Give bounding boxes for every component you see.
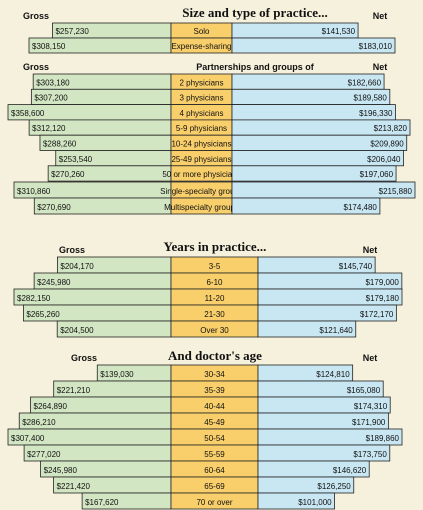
category-label: 65-69: [204, 482, 225, 491]
net-value-label: $141,530: [322, 27, 356, 36]
net-value-label: $165,080: [347, 386, 381, 395]
section-3-title: Years in practice...: [164, 239, 267, 254]
net-value-label: $101,000: [298, 498, 332, 507]
net-value-label: $209,890: [370, 140, 404, 149]
gross-value-label: $253,540: [59, 155, 93, 164]
section-0-gross-header: Gross: [23, 11, 49, 21]
net-value-label: $173,750: [353, 450, 387, 459]
net-value-label: $196,330: [359, 109, 393, 118]
gross-value-label: $221,420: [57, 482, 91, 491]
gross-value-label: $308,150: [32, 42, 66, 51]
gross-value-label: $277,020: [27, 450, 61, 459]
category-label: 10-24 physicians: [171, 140, 231, 149]
category-label: 70 or over: [196, 498, 232, 507]
gross-value-label: $307,200: [34, 94, 68, 103]
section-1-net-header: Net: [373, 62, 388, 72]
net-value-label: $179,180: [366, 294, 400, 303]
net-value-label: $171,900: [352, 418, 386, 427]
gross-value-label: $204,170: [60, 262, 94, 271]
category-label: Multispecialty groups: [164, 203, 239, 212]
category-label: 50-54: [204, 434, 225, 443]
category-label: 45-49: [204, 418, 225, 427]
net-value-label: $145,740: [339, 262, 373, 271]
section-0-title: Size and type of practice...: [182, 5, 328, 20]
gross-value-label: $312,120: [32, 124, 66, 133]
gross-value-label: $257,230: [55, 27, 89, 36]
section-1-gross-header: Gross: [23, 62, 49, 72]
net-bar: [231, 197, 381, 215]
category-label: Expense-sharing: [171, 42, 231, 51]
gross-value-label: $358,600: [11, 109, 45, 118]
gross-value-label: $270,690: [37, 203, 71, 212]
category-label: 55-59: [204, 450, 225, 459]
category-label: Solo: [193, 27, 210, 36]
net-value-label: $124,810: [316, 370, 350, 379]
category-label: Single-specialty groups: [160, 187, 243, 196]
gross-value-label: $264,890: [34, 402, 68, 411]
net-value-label: $213,820: [374, 124, 408, 133]
category-label: 11-20: [205, 294, 225, 303]
category-label: 50 or more physicians: [162, 170, 240, 179]
category-label: 3 physicians: [179, 94, 223, 103]
gross-value-label: $303,180: [36, 78, 70, 87]
gross-value-label: $288,260: [43, 140, 77, 149]
net-value-label: $206,040: [367, 155, 401, 164]
net-bar: [231, 165, 397, 182]
net-value-label: $126,250: [317, 482, 351, 491]
net-value-label: $172,170: [360, 310, 394, 319]
net-value-label: $189,580: [353, 94, 387, 103]
net-bar: [257, 492, 336, 510]
section-4-title: And doctor's age: [168, 348, 262, 363]
net-bar: [257, 320, 357, 338]
net-value-label: $189,860: [366, 434, 400, 443]
gross-value-label: $286,210: [22, 418, 56, 427]
net-bar: [231, 37, 396, 54]
net-value-label: $174,310: [354, 402, 388, 411]
section-3-gross-header: Gross: [59, 245, 85, 255]
category-label: 3-5: [209, 262, 221, 271]
section-1-title: Partnerships and groups of: [196, 62, 315, 72]
net-value-label: $179,000: [365, 278, 399, 287]
category-label: 2 physicians: [179, 78, 223, 87]
category-label: 30-34: [204, 370, 225, 379]
gross-value-label: $282,150: [17, 294, 51, 303]
gross-value-label: $270,260: [51, 170, 85, 179]
gross-value-label: $245,980: [37, 278, 71, 287]
section-4-net-header: Net: [363, 353, 378, 363]
section-0-net-header: Net: [373, 11, 388, 21]
category-label: 60-64: [204, 466, 225, 475]
category-label: Over 30: [200, 326, 229, 335]
gross-value-label: $139,030: [100, 370, 134, 379]
gross-value-label: $265,260: [26, 310, 60, 319]
net-value-label: $197,060: [360, 170, 394, 179]
gross-value-label: $307,400: [11, 434, 45, 443]
net-value-label: $215,880: [379, 187, 413, 196]
category-label: 35-39: [204, 386, 225, 395]
category-label: 5-9 physicians: [176, 124, 227, 133]
gross-value-label: $221,210: [57, 386, 91, 395]
gross-value-label: $204,500: [60, 326, 94, 335]
category-label: 25-49 physicians: [171, 155, 231, 164]
net-value-label: $174,480: [344, 203, 378, 212]
gross-value-label: $167,620: [85, 498, 119, 507]
net-value-label: $146,620: [333, 466, 367, 475]
gross-value-label: $310,860: [17, 187, 51, 196]
category-label: 4 physicians: [179, 109, 223, 118]
category-label: 21-30: [204, 310, 225, 319]
net-value-label: $121,640: [319, 326, 353, 335]
net-value-label: $183,010: [359, 42, 393, 51]
section-3-net-header: Net: [363, 245, 378, 255]
section-4-gross-header: Gross: [71, 353, 97, 363]
gross-value-label: $245,980: [44, 466, 78, 475]
category-label: 40-44: [204, 402, 225, 411]
net-value-label: $182,660: [348, 78, 382, 87]
category-label: 6-10: [206, 278, 223, 287]
